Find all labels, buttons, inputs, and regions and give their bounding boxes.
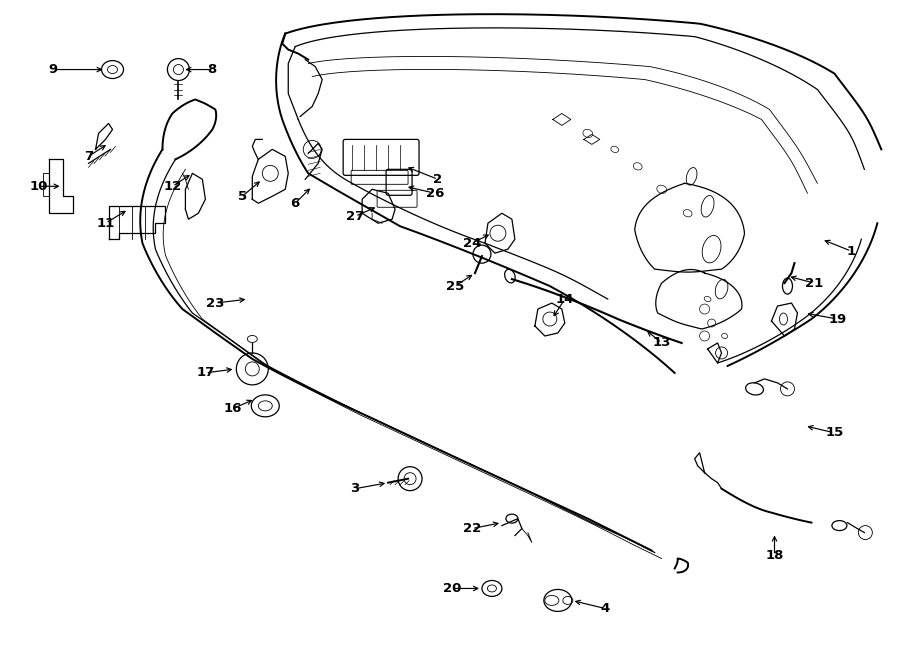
Text: 5: 5	[238, 190, 247, 203]
Text: 9: 9	[48, 63, 58, 76]
Text: 16: 16	[223, 403, 241, 415]
Text: 19: 19	[828, 313, 847, 325]
Text: 27: 27	[346, 210, 365, 223]
Text: 11: 11	[96, 217, 114, 230]
Text: 8: 8	[208, 63, 217, 76]
Text: 10: 10	[30, 180, 48, 193]
Text: 13: 13	[652, 336, 670, 350]
Text: 23: 23	[206, 297, 225, 309]
Text: 18: 18	[765, 549, 784, 562]
Text: 3: 3	[350, 482, 360, 495]
Text: 21: 21	[806, 276, 824, 290]
Text: 12: 12	[163, 180, 182, 193]
Text: 20: 20	[443, 582, 461, 595]
Text: 24: 24	[463, 237, 482, 250]
Text: 2: 2	[434, 173, 443, 186]
Text: 1: 1	[847, 245, 856, 258]
Text: 14: 14	[555, 293, 574, 305]
Text: 7: 7	[84, 150, 93, 163]
Text: 26: 26	[426, 187, 445, 200]
Text: 4: 4	[600, 602, 609, 615]
Text: 22: 22	[463, 522, 482, 535]
Text: 17: 17	[196, 366, 214, 379]
Text: 15: 15	[825, 426, 843, 440]
Text: 6: 6	[291, 197, 300, 210]
Text: 25: 25	[446, 280, 464, 293]
